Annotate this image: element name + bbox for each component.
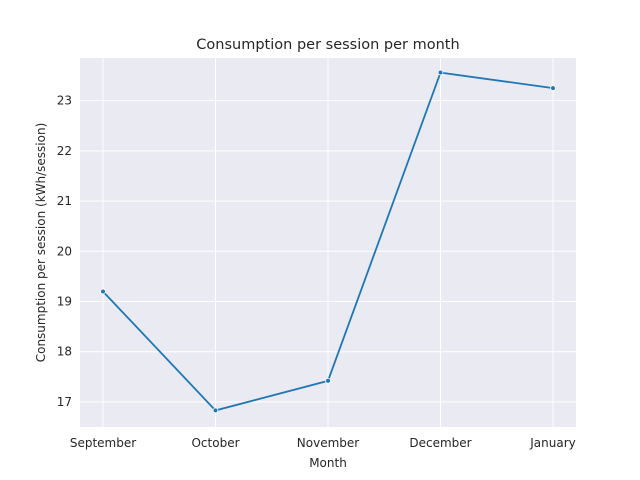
y-tick-label: 20 <box>57 244 72 258</box>
data-point <box>437 69 444 76</box>
x-tick-label: November <box>297 436 359 450</box>
data-point <box>325 378 331 384</box>
x-axis-ticks: September October November December January <box>70 436 576 450</box>
data-point <box>212 407 219 414</box>
chart-title: Consumption per session per month <box>196 37 459 53</box>
data-point <box>550 85 556 91</box>
grid-lines <box>80 58 576 427</box>
y-tick-label: 22 <box>57 144 72 158</box>
series-markers <box>100 69 556 414</box>
y-tick-label: 19 <box>57 294 72 308</box>
y-axis-label: Consumption per session (kWh/session) <box>34 123 48 363</box>
x-tick-label: January <box>529 436 576 450</box>
x-axis-label: Month <box>309 456 347 470</box>
x-tick-label: October <box>191 436 239 450</box>
y-tick-label: 18 <box>57 345 72 359</box>
y-axis-ticks: 17 18 19 20 21 22 23 <box>57 94 72 409</box>
x-tick-label: September <box>70 436 136 450</box>
y-tick-label: 21 <box>57 194 72 208</box>
data-point <box>100 288 106 295</box>
x-tick-label: December <box>409 436 471 450</box>
y-tick-label: 17 <box>57 395 72 409</box>
y-tick-label: 23 <box>57 94 72 108</box>
